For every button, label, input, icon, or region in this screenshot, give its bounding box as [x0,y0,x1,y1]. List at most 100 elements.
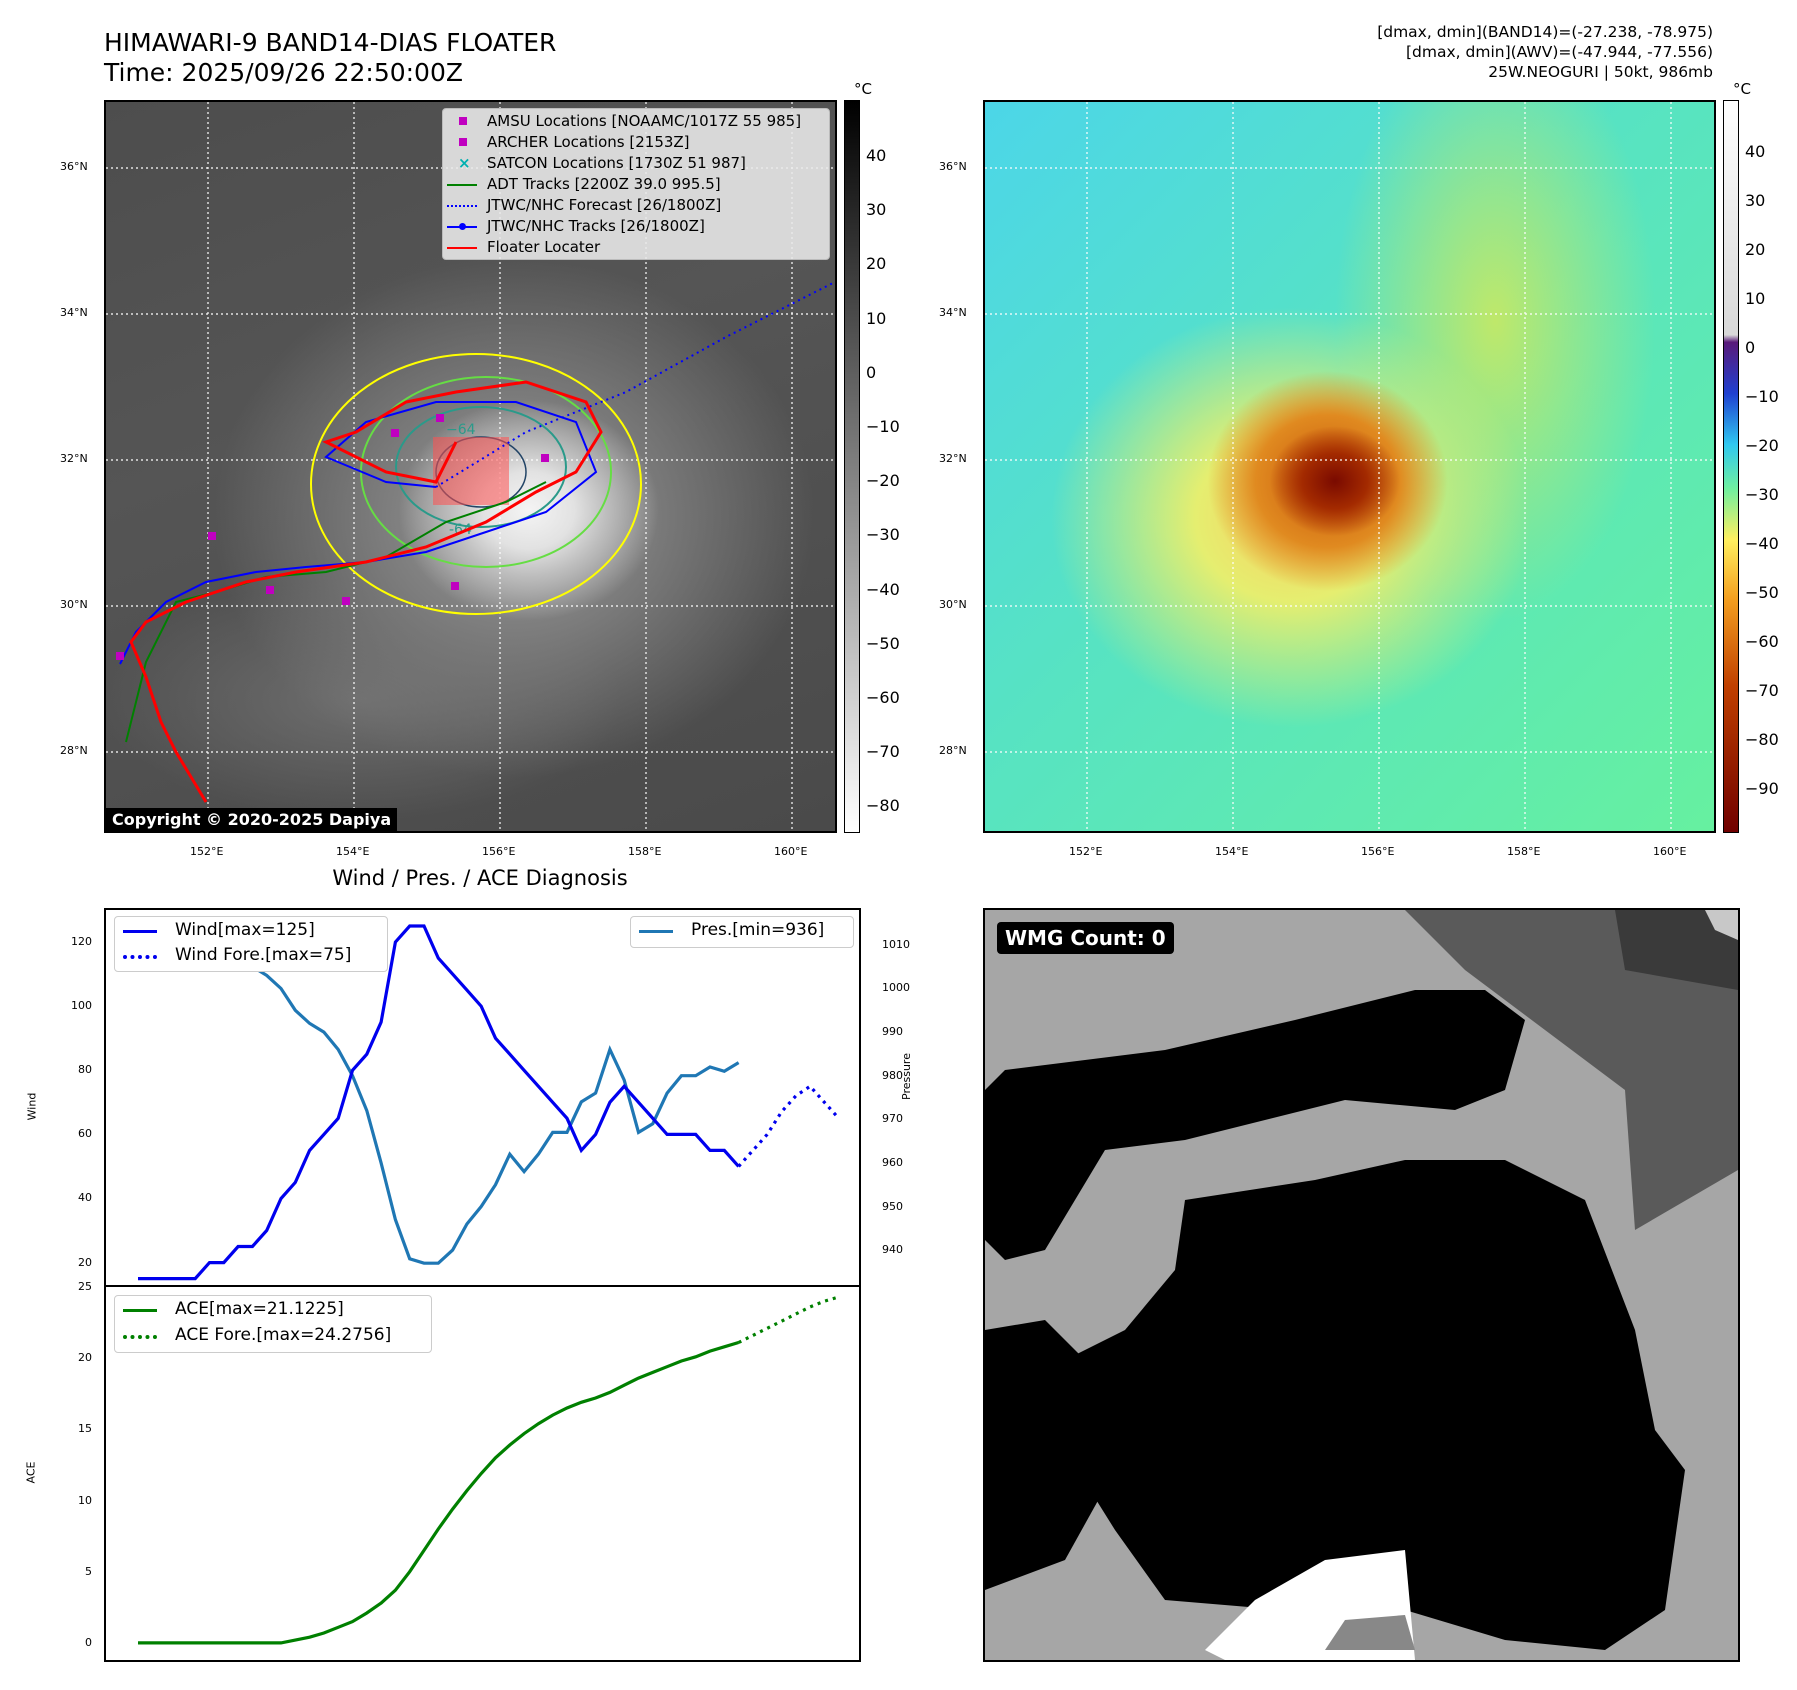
square-marker-icon [459,138,467,146]
ace-tick: 5 [85,1564,92,1578]
cbar-right-tick: −40 [1745,534,1779,553]
dotted-line-icon [123,1335,157,1339]
cbar-right-unit: °C [1733,80,1751,98]
cbar-left-tick: −50 [866,633,900,653]
legend-pres: Pres.[min=936] [691,920,825,940]
cbar-left [844,100,860,833]
line-marker-icon [447,184,477,186]
ace-forecast-line [737,1295,840,1344]
pressure-tick: 990 [882,1025,903,1039]
adt-track-line [125,481,547,743]
awv-gridlines [985,102,1714,831]
legend-wind-fore: Wind Fore.[max=75] [175,945,352,965]
cbar-left-tick: 30 [866,200,887,220]
line-marker-icon [447,247,477,249]
lat-label-34: 34°N [60,306,88,319]
cbar-left-tick: −20 [866,471,900,491]
awv-lon-152: 152°E [1069,845,1103,858]
awv-lat-32: 32°N [939,452,967,465]
floater-track-line [129,380,603,803]
diagnosis-title: Wind / Pres. / ACE Diagnosis [332,866,628,890]
awv-map-panel [983,100,1716,833]
pressure-tick: 970 [882,1112,903,1126]
lon-label-160: 160°E [774,845,808,858]
x-marker-icon: × [458,154,471,172]
cbar-right-tick: 30 [1745,191,1766,210]
cbar-right-tick: −50 [1745,583,1779,602]
cbar-left-tick: −40 [866,579,900,599]
pres-legend: Pres.[min=936] [630,916,854,948]
amsu-archer-markers [116,414,549,660]
contour-label-1: −64 [446,422,476,438]
wind-tick: 80 [78,1063,92,1077]
pressure-tick: 1000 [882,981,910,995]
title-line-1: HIMAWARI-9 BAND14-DIAS FLOATER [104,28,557,57]
cbar-left-tick: −60 [866,688,900,707]
lon-label-152: 152°E [190,845,224,858]
awv-lon-160: 160°E [1653,845,1687,858]
wind-forecast-line [737,1084,840,1168]
ace-legend: ACE[max=21.1225] ACE Fore.[max=24.2756] [114,1295,432,1353]
wind-tick: 120 [71,935,92,949]
wmg-count-badge: WMG Count: 0 [997,922,1174,954]
pressure-tick: 960 [882,1155,903,1169]
ace-line [138,1340,740,1645]
wind-ylabel: Wind [25,1092,39,1121]
map-legend: AMSU Locations [NOAAMC/1017Z 55 985] ARC… [442,108,830,260]
ace-tick: 0 [85,1635,92,1649]
awv-map-overlay [985,102,1714,831]
wind-line [138,924,740,1281]
cbar-left-tick: 20 [866,254,887,274]
cbar-right-tick: −30 [1745,485,1779,504]
lat-label-30: 30°N [60,598,88,611]
solid-line-icon [123,930,157,933]
pressure-line [138,943,740,1265]
ace-tick: 25 [78,1280,92,1293]
ace-ylabel: ACE [24,1461,38,1484]
wind-pres-panel: Wind[max=125] Wind Fore.[max=75] Pres.[m… [104,908,861,1287]
lon-label-154: 154°E [336,845,370,858]
ace-tick: 10 [78,1493,92,1507]
cbar-right-tick: −60 [1745,632,1779,651]
cbar-right-tick: 0 [1745,338,1756,357]
solid-line-icon [639,930,673,933]
pressure-tick: 1010 [882,937,910,951]
cbar-left-tick: −80 [866,796,900,816]
lon-label-156: 156°E [482,845,516,858]
figure-title: HIMAWARI-9 BAND14-DIAS FLOATER Time: 202… [104,28,556,88]
cbar-right [1723,100,1739,833]
wmg-image [985,910,1738,1660]
cbar-left-tick: −70 [866,742,900,762]
cbar-right-tick: −20 [1745,436,1779,455]
cbar-right-tick: 10 [1745,289,1766,308]
cbar-right-tick: −90 [1745,779,1779,798]
awv-lat-28: 28°N [939,744,967,757]
contour-teal [395,406,567,528]
title-line-2: Time: 2025/09/26 22:50:00Z [104,58,463,87]
ace-tick: 15 [78,1422,92,1436]
cbar-left-tick: −30 [866,525,900,545]
wind-tick: 60 [78,1127,92,1141]
ace-plot [138,1295,840,1645]
legend-ace: ACE[max=21.1225] [175,1299,344,1319]
awv-lat-36: 36°N [939,160,967,173]
cbar-right-tick: −80 [1745,730,1779,749]
ir-map-panel: −64 -64 AMSU Locations [NOAAMC/1017Z 55 … [104,100,837,833]
legend-ace-fore: ACE Fore.[max=24.2756] [175,1325,392,1345]
info-band14: [dmax, dmin](BAND14)=(-27.238, -78.975) [1377,23,1713,41]
lon-label-158: 158°E [628,845,662,858]
awv-lon-154: 154°E [1215,845,1249,858]
awv-lon-158: 158°E [1507,845,1541,858]
legend-wind: Wind[max=125] [175,920,315,940]
wind-tick: 40 [78,1191,92,1205]
dotted-line-icon [123,955,157,959]
wmg-panel: WMG Count: 0 [983,908,1740,1662]
cbar-right-tick: 20 [1745,240,1766,259]
pressure-tick: 980 [882,1068,903,1082]
lat-label-36: 36°N [60,160,88,173]
ace-tick: 20 [78,1351,92,1365]
wind-legend: Wind[max=125] Wind Fore.[max=75] [114,916,388,972]
awv-lat-30: 30°N [939,598,967,611]
contour-yellow-outer [310,353,642,615]
jtwc-track-line [119,401,598,665]
